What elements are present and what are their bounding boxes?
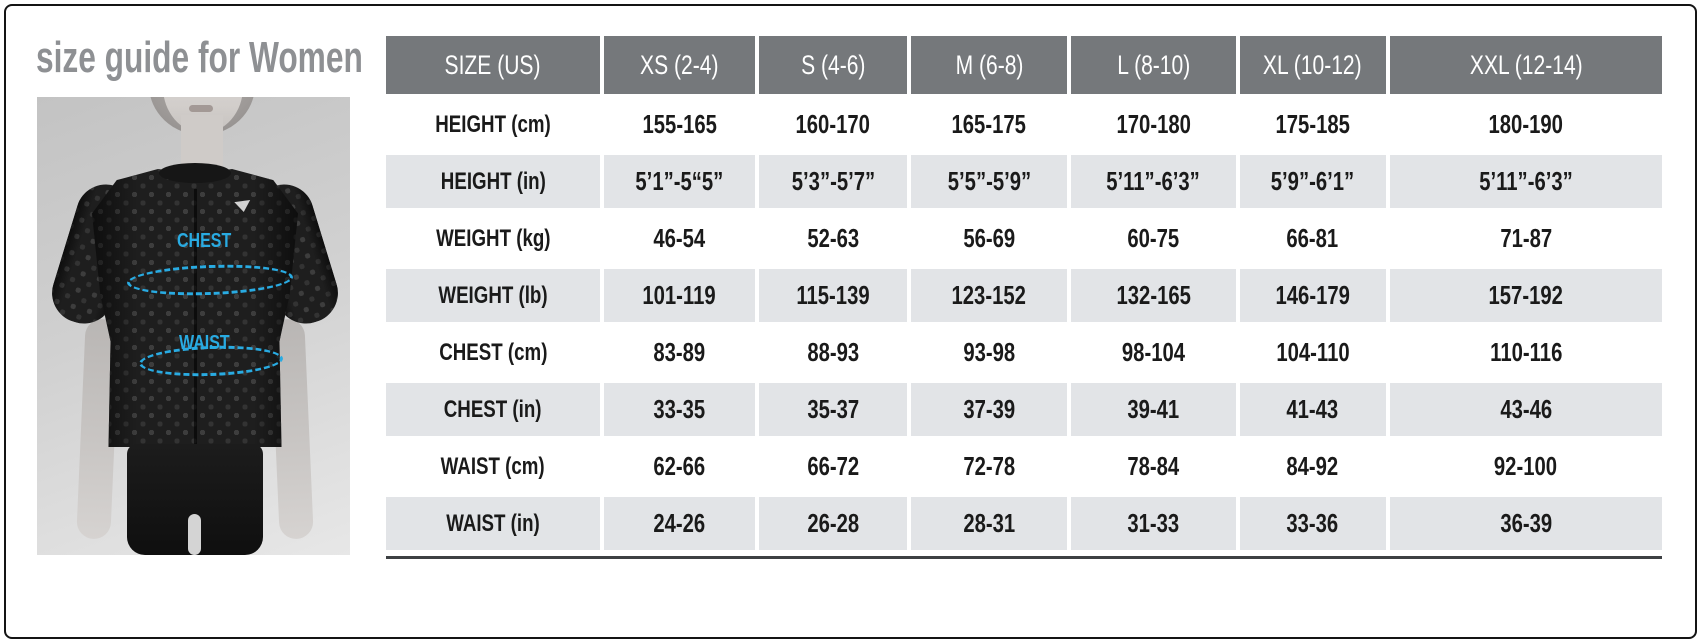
table-cell: 123-152 xyxy=(911,269,1068,322)
table-cell: 37-39 xyxy=(911,383,1068,436)
table-cell: 5’3”-5’7” xyxy=(758,155,908,208)
column-header: SIZE (US) xyxy=(386,36,600,94)
row-label: WEIGHT (lb) xyxy=(386,269,600,322)
column-header: M (6-8) xyxy=(911,36,1068,94)
table-cell: 39-41 xyxy=(1071,383,1236,436)
table-cell: 165-175 xyxy=(911,98,1068,151)
row-label: HEIGHT (cm) xyxy=(386,98,600,151)
table-row: WAIST (in) 24-26 26-28 28-31 31-33 33-36 36-39 xyxy=(386,497,1662,550)
table-row: HEIGHT (cm) 155-165 160-170 165-175 170-180 1… xyxy=(386,98,1662,151)
chest-label: CHEST xyxy=(177,230,232,252)
table-cell: 98-104 xyxy=(1071,326,1236,379)
column-header: XS (2-4) xyxy=(603,36,755,94)
table-cell: 43-46 xyxy=(1389,383,1662,436)
jersey-zipper xyxy=(194,189,197,445)
table-cell: 56-69 xyxy=(911,212,1068,265)
table-cell: 26-28 xyxy=(758,497,908,550)
table-cell: 66-72 xyxy=(758,440,908,493)
product-photo: CHEST WAIST xyxy=(37,97,350,555)
table-cell: 24-26 xyxy=(603,497,755,550)
column-header: S (4-6) xyxy=(758,36,908,94)
row-label: WEIGHT (kg) xyxy=(386,212,600,265)
table-cell: 132-165 xyxy=(1071,269,1236,322)
table-row: CHEST (in) 33-35 35-37 37-39 39-41 41-43 43-46 xyxy=(386,383,1662,436)
table-cell: 31-33 xyxy=(1071,497,1236,550)
table-row: WEIGHT (kg) 46-54 52-63 56-69 60-75 66-81 71-8… xyxy=(386,212,1662,265)
page-border xyxy=(4,4,1697,639)
jersey-collar xyxy=(159,163,231,183)
table-row: CHEST (cm) 83-89 88-93 93-98 98-104 104-110 11… xyxy=(386,326,1662,379)
table-cell: 36-39 xyxy=(1389,497,1662,550)
table-cell: 160-170 xyxy=(758,98,908,151)
table-cell: 110-116 xyxy=(1389,326,1662,379)
table-cell: 33-36 xyxy=(1239,497,1386,550)
table-cell: 93-98 xyxy=(911,326,1068,379)
table-cell: 5’9”-6’1” xyxy=(1239,155,1386,208)
size-table-body: HEIGHT (cm) 155-165 160-170 165-175 170-180 1… xyxy=(386,98,1662,550)
table-row: WAIST (cm) 62-66 66-72 72-78 78-84 84-92 92-10… xyxy=(386,440,1662,493)
row-label: WAIST (in) xyxy=(386,497,600,550)
table-cell: 62-66 xyxy=(603,440,755,493)
table-cell: 84-92 xyxy=(1239,440,1386,493)
table-cell: 5’5”-5’9” xyxy=(911,155,1068,208)
table-cell: 46-54 xyxy=(603,212,755,265)
table-cell: 146-179 xyxy=(1239,269,1386,322)
table-cell: 180-190 xyxy=(1389,98,1662,151)
table-cell: 101-119 xyxy=(603,269,755,322)
table-cell: 5’11”-6’3” xyxy=(1389,155,1662,208)
table-cell: 155-165 xyxy=(603,98,755,151)
table-cell: 41-43 xyxy=(1239,383,1386,436)
table-row: WEIGHT (lb) 101-119 115-139 123-152 132-165 1… xyxy=(386,269,1662,322)
column-header: XL (10-12) xyxy=(1239,36,1386,94)
table-cell: 66-81 xyxy=(1239,212,1386,265)
size-table-header: SIZE (US) XS (2-4) S (4-6) M (6-8) L (8-10) X… xyxy=(386,36,1662,94)
row-label: HEIGHT (in) xyxy=(386,155,600,208)
table-cell: 170-180 xyxy=(1071,98,1236,151)
table-cell: 60-75 xyxy=(1071,212,1236,265)
table-cell: 5’11”-6’3” xyxy=(1071,155,1236,208)
table-cell: 92-100 xyxy=(1389,440,1662,493)
leg-gap xyxy=(188,514,201,555)
table-cell: 5’1”-5“5” xyxy=(603,155,755,208)
table-cell: 78-84 xyxy=(1071,440,1236,493)
table-cell: 35-37 xyxy=(758,383,908,436)
table-cell: 71-87 xyxy=(1389,212,1662,265)
table-cell: 115-139 xyxy=(758,269,908,322)
model-lips xyxy=(189,105,213,112)
table-cell: 83-89 xyxy=(603,326,755,379)
size-table: SIZE (US) XS (2-4) S (4-6) M (6-8) L (8-10) X… xyxy=(382,32,1666,554)
table-cell: 157-192 xyxy=(1389,269,1662,322)
column-header: L (8-10) xyxy=(1071,36,1236,94)
row-label: WAIST (cm) xyxy=(386,440,600,493)
row-label: CHEST (cm) xyxy=(386,326,600,379)
table-cell: 52-63 xyxy=(758,212,908,265)
table-cell: 175-185 xyxy=(1239,98,1386,151)
table-cell: 88-93 xyxy=(758,326,908,379)
page-title: size guide for Women xyxy=(36,33,363,82)
table-cell: 72-78 xyxy=(911,440,1068,493)
header-row: SIZE (US) XS (2-4) S (4-6) M (6-8) L (8-10) X… xyxy=(386,36,1662,94)
table-cell: 104-110 xyxy=(1239,326,1386,379)
table-cell: 28-31 xyxy=(911,497,1068,550)
column-header: XXL (12-14) xyxy=(1389,36,1662,94)
brand-logo-icon xyxy=(234,199,252,214)
table-bottom-border xyxy=(386,556,1662,559)
table-cell: 33-35 xyxy=(603,383,755,436)
row-label: CHEST (in) xyxy=(386,383,600,436)
table-row: HEIGHT (in) 5’1”-5“5” 5’3”-5’7” 5’5”-5’9” 5’… xyxy=(386,155,1662,208)
waist-label: WAIST xyxy=(179,332,230,354)
